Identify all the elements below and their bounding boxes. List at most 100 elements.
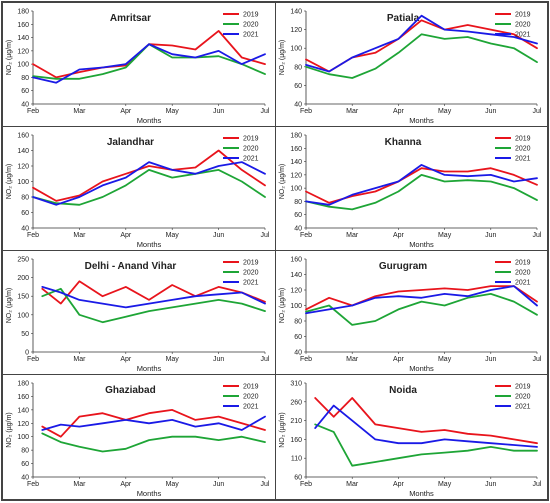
- y-tick-label: 140: [17, 407, 29, 414]
- y-tick-label: 120: [17, 48, 29, 55]
- chart-title: Jalandhar: [107, 137, 154, 148]
- y-tick-label: 310: [290, 381, 302, 388]
- y-tick-label: 100: [290, 46, 302, 53]
- chart-svg: 40 60 80 100 120 140 160 Feb Mar Apr May Jun Jul Mont…: [6, 133, 270, 250]
- y-tick-label: 140: [17, 35, 29, 42]
- y-tick-label: 80: [21, 448, 29, 455]
- x-tick-label: Mar: [73, 356, 86, 363]
- x-axis-label: Months: [409, 240, 434, 249]
- x-tick-label: Jul: [533, 356, 542, 363]
- series-line-2021: [41, 415, 266, 431]
- x-tick-label: Apr: [120, 481, 132, 488]
- y-tick-label: 100: [17, 434, 29, 441]
- y-tick-label: 140: [290, 9, 302, 16]
- legend-label-2020: 2020: [243, 146, 259, 153]
- y-tick-label: 100: [290, 303, 302, 310]
- x-tick-label: Jun: [213, 356, 224, 363]
- x-tick-label: Feb: [300, 108, 312, 115]
- y-tick-label: 60: [294, 475, 302, 482]
- chart-panel-gurugram: 40 60 80 100 120 140 160 Feb Mar Apr May Jun Jul Mont…: [275, 250, 548, 375]
- x-tick-label: Jul: [261, 356, 270, 363]
- x-tick-label: Mar: [346, 481, 359, 488]
- x-tick-label: Jul: [261, 481, 270, 488]
- x-tick-label: May: [166, 481, 180, 488]
- y-tick-label: 260: [290, 399, 302, 406]
- series-line-2020: [41, 432, 266, 453]
- series-line-2021: [305, 164, 538, 206]
- series-line-2020: [41, 287, 266, 324]
- y-tick-label: 140: [17, 148, 29, 155]
- x-tick-label: Feb: [27, 481, 39, 488]
- y-tick-label: 100: [17, 179, 29, 186]
- series-line-2021: [305, 14, 538, 73]
- chart-panel-khanna: 40 60 80 100 120 140 160 180 Feb Mar Apr May Jun Jul M…: [275, 126, 548, 251]
- x-tick-label: May: [438, 108, 452, 115]
- x-tick-label: Mar: [346, 356, 359, 363]
- y-axis-label: NO₂ (µg/m): [6, 164, 13, 200]
- chart-panel-patiala: 40 60 80 100 120 140 Feb Mar Apr May Jun Jul Months N…: [275, 2, 548, 127]
- x-tick-label: Jun: [485, 481, 496, 488]
- x-tick-label: Mar: [73, 481, 86, 488]
- x-tick-label: May: [438, 232, 452, 239]
- y-tick-label: 0: [25, 350, 29, 357]
- chart-panel-jalandhar: 40 60 80 100 120 140 160 Feb Mar Apr May Jun Jul Mont…: [2, 126, 276, 251]
- y-tick-label: 40: [294, 102, 302, 109]
- y-axis-label: NO₂ (µg/m): [279, 412, 286, 448]
- y-tick-label: 60: [21, 210, 29, 217]
- legend-label-2020: 2020: [243, 22, 259, 29]
- series-line-2019: [41, 280, 266, 305]
- x-tick-label: Feb: [300, 356, 312, 363]
- y-tick-label: 180: [290, 133, 302, 140]
- series-line-2019: [32, 149, 266, 202]
- y-tick-label: 100: [17, 312, 29, 319]
- x-axis-label: Months: [137, 240, 162, 249]
- y-tick-label: 40: [294, 226, 302, 233]
- y-axis-label: NO₂ (µg/m): [6, 412, 13, 448]
- y-tick-label: 160: [17, 394, 29, 401]
- x-tick-label: Apr: [393, 108, 405, 115]
- series-line-2019: [41, 409, 266, 438]
- y-tick-label: 80: [21, 75, 29, 82]
- x-tick-label: May: [166, 356, 180, 363]
- series-line-2021: [305, 285, 538, 315]
- x-tick-label: Mar: [73, 108, 86, 115]
- y-tick-label: 80: [21, 195, 29, 202]
- x-axis-label: Months: [137, 364, 162, 373]
- legend-label-2020: 2020: [515, 394, 531, 401]
- legend-label-2019: 2019: [243, 136, 259, 143]
- y-tick-label: 250: [17, 257, 29, 264]
- x-tick-label: Jul: [261, 108, 270, 115]
- y-tick-label: 60: [21, 88, 29, 95]
- y-tick-label: 60: [294, 334, 302, 341]
- series-line-2021: [32, 43, 266, 84]
- y-tick-label: 100: [17, 62, 29, 69]
- y-tick-label: 140: [290, 272, 302, 279]
- chart-title: Amritsar: [110, 13, 151, 24]
- x-tick-label: Jun: [213, 108, 224, 115]
- y-tick-label: 180: [17, 381, 29, 388]
- chart-title: Gurugram: [379, 261, 427, 272]
- y-tick-label: 40: [21, 226, 29, 233]
- chart-title: Noida: [389, 385, 417, 396]
- chart-title: Khanna: [385, 137, 422, 148]
- legend-label-2021: 2021: [515, 280, 531, 287]
- series-line-2019: [314, 397, 538, 445]
- y-tick-label: 150: [17, 294, 29, 301]
- legend-label-2019: 2019: [243, 384, 259, 391]
- legend-label-2020: 2020: [515, 270, 531, 277]
- chart-svg: 40 60 80 100 120 140 160 Feb Mar Apr May Jun Jul Mont…: [279, 257, 542, 374]
- y-tick-label: 80: [294, 319, 302, 326]
- x-tick-label: May: [438, 481, 452, 488]
- x-tick-label: Feb: [27, 232, 39, 239]
- chart-svg: 60 110 160 210 260 310 Feb Mar Apr May Jun Jul Month…: [279, 381, 542, 499]
- series-line-2020: [32, 169, 266, 206]
- legend-label-2020: 2020: [243, 270, 259, 277]
- y-tick-label: 80: [294, 64, 302, 71]
- x-tick-label: Apr: [120, 232, 132, 239]
- y-tick-label: 180: [17, 9, 29, 16]
- y-tick-label: 120: [17, 421, 29, 428]
- x-tick-label: Feb: [27, 356, 39, 363]
- x-axis-label: Months: [137, 116, 162, 125]
- chart-title: Ghaziabad: [105, 385, 156, 396]
